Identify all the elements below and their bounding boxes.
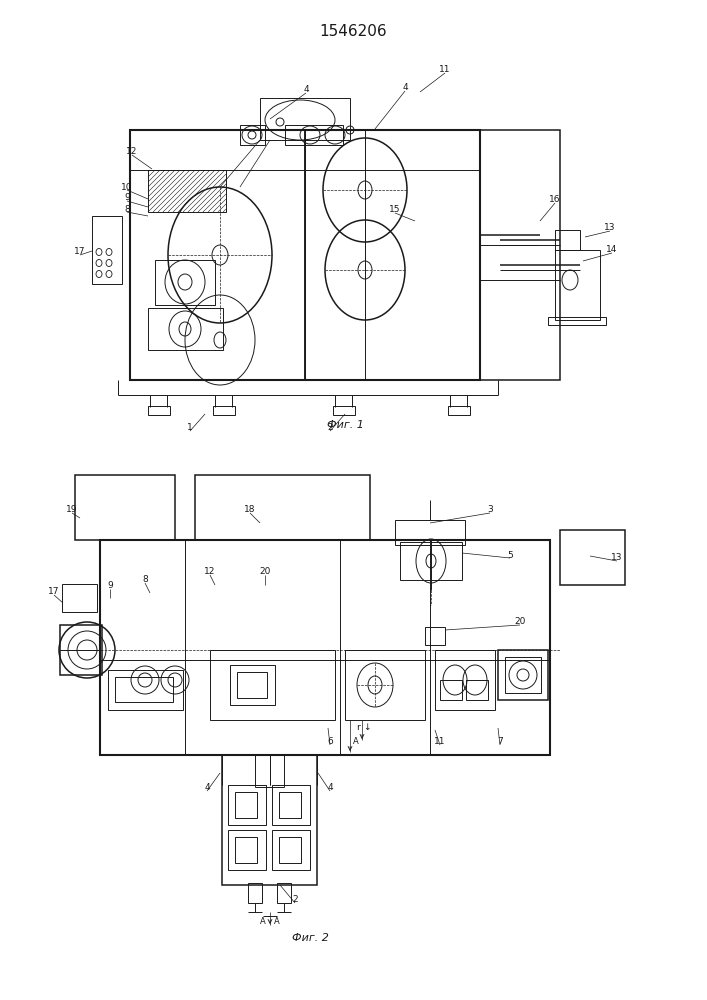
Bar	[240, 125, 265, 145]
Bar	[130, 130, 480, 380]
Bar	[235, 837, 257, 863]
Text: 8: 8	[142, 576, 148, 584]
Text: 2: 2	[292, 896, 298, 904]
Bar	[230, 665, 275, 705]
Text: 13: 13	[612, 554, 623, 562]
Bar	[222, 755, 317, 885]
Text: 13: 13	[604, 224, 616, 232]
Text: A: A	[260, 916, 266, 926]
Text: 12: 12	[127, 147, 138, 156]
Bar	[155, 260, 215, 305]
Bar	[100, 540, 550, 755]
Bar	[277, 883, 291, 903]
Bar	[279, 837, 301, 863]
Text: 11: 11	[439, 66, 451, 75]
Text: 17: 17	[48, 587, 60, 596]
Text: Фиг. 2: Фиг. 2	[291, 933, 329, 943]
Text: 16: 16	[549, 196, 561, 205]
Bar	[395, 520, 465, 545]
Bar	[466, 680, 488, 700]
Bar	[130, 130, 305, 380]
Bar	[279, 792, 301, 818]
Bar	[228, 830, 266, 870]
Bar	[272, 830, 310, 870]
Text: 4: 4	[204, 784, 210, 792]
Bar	[333, 406, 355, 415]
Text: A: A	[353, 736, 359, 746]
Bar	[228, 785, 266, 825]
Bar	[345, 650, 425, 720]
Text: 3: 3	[487, 506, 493, 514]
Text: 9: 9	[107, 582, 113, 590]
Bar	[480, 130, 560, 380]
Text: 7: 7	[497, 738, 503, 746]
Bar	[555, 250, 600, 320]
Bar	[400, 542, 462, 580]
Text: 19: 19	[66, 506, 78, 514]
Text: 11: 11	[434, 738, 445, 746]
Text: 14: 14	[607, 245, 618, 254]
Text: 20: 20	[259, 568, 271, 576]
Bar	[92, 216, 122, 284]
Bar	[272, 785, 310, 825]
Bar	[148, 406, 170, 415]
Bar	[435, 650, 495, 710]
Bar	[260, 98, 350, 140]
Bar	[62, 584, 97, 612]
Bar	[148, 308, 223, 350]
Text: A: A	[274, 916, 280, 926]
Text: 8: 8	[124, 205, 130, 214]
Bar	[498, 650, 548, 700]
Bar	[448, 406, 470, 415]
Bar	[305, 130, 480, 380]
Text: 1: 1	[187, 424, 193, 432]
Text: 20: 20	[514, 617, 526, 626]
Bar	[505, 657, 541, 693]
Bar	[555, 230, 580, 250]
Bar	[548, 317, 606, 325]
Text: 1546206: 1546206	[319, 24, 387, 39]
Text: 17: 17	[74, 247, 86, 256]
Bar	[195, 475, 370, 540]
Text: 12: 12	[204, 568, 216, 576]
Bar	[237, 672, 267, 698]
Bar	[285, 125, 343, 145]
Bar	[115, 677, 173, 702]
Bar	[235, 792, 257, 818]
Text: 6: 6	[327, 738, 333, 746]
Bar	[560, 530, 625, 585]
Text: 4: 4	[327, 784, 333, 792]
Text: r: r	[356, 722, 360, 732]
Text: 4: 4	[402, 84, 408, 93]
Bar	[210, 650, 335, 720]
Text: 10: 10	[121, 182, 133, 192]
Bar	[425, 627, 445, 645]
Bar	[60, 625, 102, 675]
Bar	[440, 680, 462, 700]
Text: 15: 15	[390, 206, 401, 215]
Text: 2: 2	[327, 424, 333, 432]
Bar	[75, 475, 175, 540]
Bar	[213, 406, 235, 415]
Bar	[148, 170, 226, 212]
Bar	[108, 670, 183, 710]
Bar	[248, 883, 262, 903]
Text: 4: 4	[303, 86, 309, 95]
Text: 9: 9	[124, 194, 130, 202]
Text: 18: 18	[244, 506, 256, 514]
Text: ↓: ↓	[363, 722, 370, 732]
Text: 5: 5	[507, 550, 513, 560]
Text: Фиг. 1: Фиг. 1	[327, 420, 363, 430]
